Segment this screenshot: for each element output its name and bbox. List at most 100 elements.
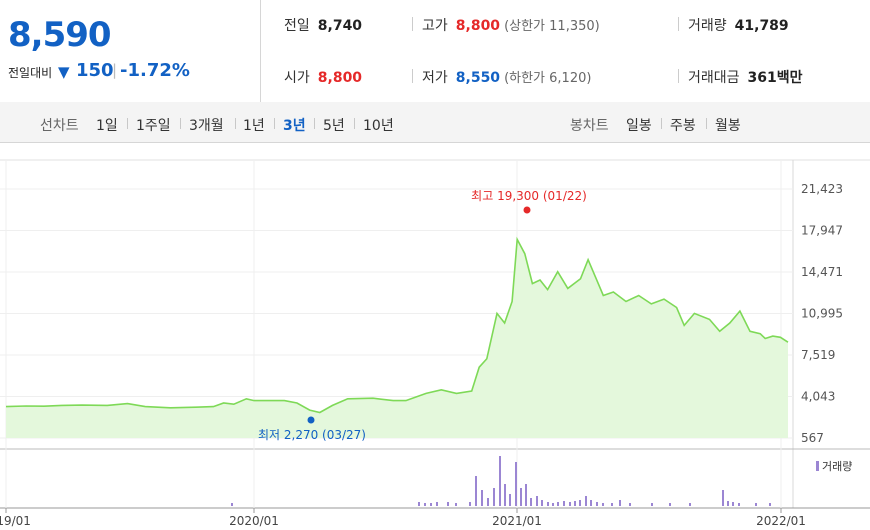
change-divider: | xyxy=(112,61,118,79)
volume-legend-swatch xyxy=(816,461,819,471)
y-tick-label: 14,471 xyxy=(801,265,843,279)
volume-bar xyxy=(520,488,522,506)
info-divider xyxy=(678,69,679,83)
low-value: 8,550 xyxy=(455,70,501,86)
prev-close-value: 8,740 xyxy=(317,18,363,34)
period-bar: 선차트 1일 1주일 3개월 1년 3년 5년 10년 봉차트 일봉 주봉 월봉 xyxy=(0,102,870,143)
info-divider xyxy=(412,69,413,83)
volume-bar xyxy=(455,503,457,506)
range-divider xyxy=(180,118,181,129)
y-tick-label: 10,995 xyxy=(801,307,843,321)
y-tick-label: 7,519 xyxy=(801,348,835,362)
candle-daily[interactable]: 일봉 xyxy=(626,118,652,134)
volume-bar xyxy=(722,490,724,506)
volume-bar xyxy=(596,502,598,506)
prev-close: 전일 8,740 xyxy=(284,15,362,35)
volume-bar xyxy=(619,500,621,506)
volume-bar xyxy=(475,476,477,506)
volume-bar xyxy=(547,502,549,506)
range-divider xyxy=(274,118,275,129)
change-value: 150 xyxy=(76,60,114,81)
volume-bar xyxy=(487,498,489,506)
amount-label: 거래대금 xyxy=(688,70,740,86)
change-label: 전일대비 xyxy=(8,66,53,80)
high-label: 최고 19,300 (01/22) xyxy=(471,189,587,203)
volume-bar xyxy=(585,496,587,506)
volume-bar xyxy=(738,503,740,506)
low-label: 최저 2,270 (03/27) xyxy=(258,428,366,442)
volume-bar xyxy=(579,500,581,506)
volume-bar xyxy=(769,503,771,506)
volume-bar xyxy=(732,502,734,506)
volume-bar xyxy=(469,502,471,506)
volume-bar xyxy=(552,503,554,506)
prev-close-label: 전일 xyxy=(284,18,310,34)
current-price: 8,590 xyxy=(8,15,112,55)
y-tick-label: 21,423 xyxy=(801,182,843,196)
range-1w[interactable]: 1주일 xyxy=(136,118,171,134)
x-tick-label: 2020/01 xyxy=(229,514,279,528)
amount-value: 361백만 xyxy=(747,70,803,86)
info-divider xyxy=(678,17,679,31)
volume-bar xyxy=(499,456,501,506)
volume-bar xyxy=(424,503,426,506)
volume-bar xyxy=(231,503,233,506)
x-tick-label: 2022/01 xyxy=(756,514,806,528)
candle-chart-label: 봉차트 xyxy=(570,118,609,134)
volume-bar xyxy=(602,503,604,506)
volume-bar xyxy=(755,503,757,506)
line-chart-label: 선차트 xyxy=(40,118,79,134)
range-divider xyxy=(354,118,355,129)
volume-bar xyxy=(590,500,592,506)
range-1y[interactable]: 1년 xyxy=(243,118,265,134)
down-triangle-icon: ▼ xyxy=(58,63,70,81)
volume-bar xyxy=(418,502,420,506)
trade-amount: 거래대금 361백만 xyxy=(688,67,803,87)
low-label: 저가 xyxy=(422,70,448,86)
range-divider xyxy=(235,118,236,129)
range-10y[interactable]: 10년 xyxy=(363,118,394,134)
upper-limit: (상한가 11,350) xyxy=(504,19,600,34)
volume-bar xyxy=(515,462,517,506)
volume-bar xyxy=(430,503,432,506)
low-price: 저가 8,550 (하한가 6,120) xyxy=(422,67,591,87)
volume-bar xyxy=(509,494,511,506)
volume-bar xyxy=(651,503,653,506)
volume-bar xyxy=(669,503,671,506)
range-3y[interactable]: 3년 xyxy=(283,118,306,134)
info-divider xyxy=(412,17,413,31)
volume-bar xyxy=(574,501,576,506)
candle-weekly[interactable]: 주봉 xyxy=(670,118,696,134)
volume-bar xyxy=(493,488,495,506)
open-price: 시가 8,800 xyxy=(284,67,362,87)
lower-limit: (하한가 6,120) xyxy=(504,71,592,86)
high-price: 고가 8,800 (상한가 11,350) xyxy=(422,15,600,35)
range-3m[interactable]: 3개월 xyxy=(189,118,224,134)
x-tick-label: 2019/01 xyxy=(0,514,31,528)
high-label: 고가 xyxy=(422,18,448,34)
volume-bar xyxy=(525,484,527,506)
volume-bar xyxy=(611,503,613,506)
range-1d[interactable]: 1일 xyxy=(96,118,118,134)
volume-bar xyxy=(530,498,532,506)
volume-bar xyxy=(629,503,631,506)
volume-bar xyxy=(563,501,565,506)
volume-value: 41,789 xyxy=(734,18,789,34)
candle-divider xyxy=(706,118,707,129)
range-5y[interactable]: 5년 xyxy=(323,118,345,134)
range-divider xyxy=(127,118,128,129)
change-percent: -1.72% xyxy=(120,60,190,81)
candle-divider xyxy=(661,118,662,129)
high-marker xyxy=(523,206,531,214)
y-tick-label: 567 xyxy=(801,431,824,445)
volume-bar xyxy=(436,502,438,506)
volume-bar xyxy=(557,502,559,506)
price-line xyxy=(5,236,789,414)
candle-monthly[interactable]: 월봉 xyxy=(715,118,741,134)
open-label: 시가 xyxy=(284,70,310,86)
volume-bar xyxy=(504,484,506,506)
volume-bar xyxy=(481,490,483,506)
volume-bar xyxy=(536,496,538,506)
high-value: 8,800 xyxy=(455,18,501,34)
